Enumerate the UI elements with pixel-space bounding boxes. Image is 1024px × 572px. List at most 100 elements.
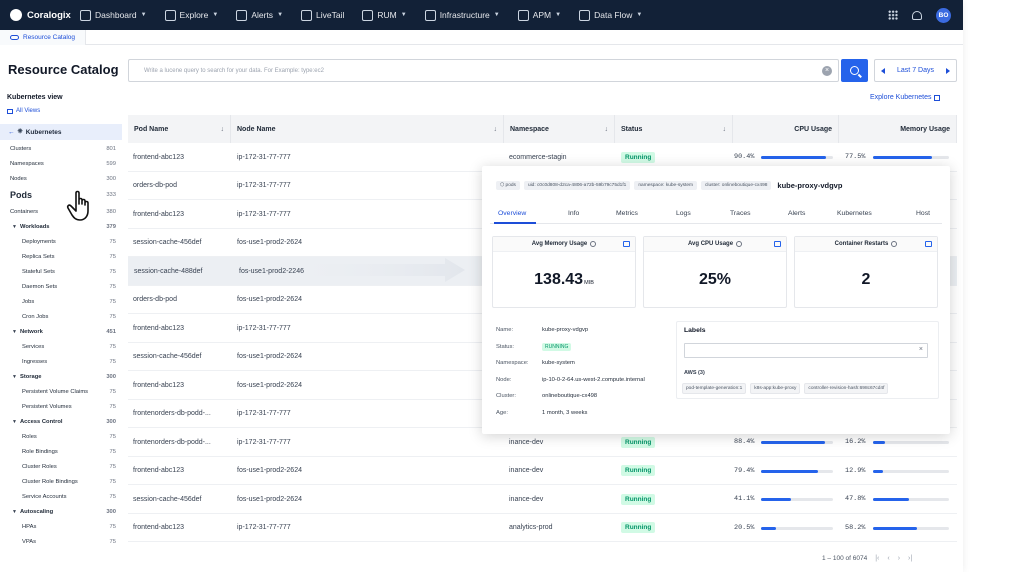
next-page-icon[interactable]: ›: [897, 555, 901, 562]
sidebar-item-deployments[interactable]: Deployments 75: [0, 234, 122, 249]
nav-item-dashboard[interactable]: Dashboard ▼: [80, 9, 147, 21]
sidebar-item-ingresses[interactable]: Ingresses 75: [0, 354, 122, 369]
expand-card-icon[interactable]: [623, 241, 630, 247]
sidebar-item-containers[interactable]: Containers 380: [0, 204, 122, 219]
sidebar-item-services[interactable]: Services 75: [0, 339, 122, 354]
nav-item-data-flow[interactable]: Data Flow ▼: [579, 9, 642, 21]
label-tag[interactable]: k8s-app:kube-proxy: [750, 383, 801, 394]
sidebar-item-daemon-sets[interactable]: Daemon Sets 75: [0, 279, 122, 294]
last-page-icon[interactable]: ›|: [908, 555, 913, 562]
sidebar-item-nodes[interactable]: Nodes 300: [0, 171, 122, 186]
pod-name-cell[interactable]: session-cache-456def: [133, 353, 202, 360]
chevron-down-icon[interactable]: ▼: [12, 328, 17, 335]
pod-name-cell[interactable]: session-cache-456def: [133, 239, 202, 246]
chevron-down-icon[interactable]: ▼: [12, 418, 17, 425]
first-page-icon[interactable]: |‹: [875, 555, 880, 562]
pod-name-cell[interactable]: frontend-abc123: [133, 153, 184, 161]
back-arrow-icon[interactable]: ←: [8, 128, 15, 136]
sort-arrow-icon[interactable]: ↓: [220, 125, 225, 133]
pod-name-cell[interactable]: frontenorders-db-podd-...: [133, 438, 211, 446]
column-header-namespace[interactable]: Namespace ↓: [504, 115, 615, 143]
expand-card-icon[interactable]: [774, 241, 781, 247]
nav-item-livetail[interactable]: LiveTail: [301, 9, 344, 21]
chevron-down-icon[interactable]: ▼: [12, 373, 17, 380]
clear-search-icon[interactable]: ×: [822, 66, 832, 76]
search-button[interactable]: [841, 59, 868, 82]
search-input[interactable]: Write a lucene query to search for your …: [128, 59, 839, 82]
table-row[interactable]: frontend-abc123 fos-use1-prod2-2624 inance…: [128, 457, 957, 485]
pod-name-cell[interactable]: orders-db-pod: [133, 296, 177, 303]
pod-name-cell[interactable]: frontenorders-db-podd-...: [133, 410, 211, 417]
detail-tab-logs[interactable]: Logs: [676, 210, 691, 217]
sidebar-item-cron-jobs[interactable]: Cron Jobs 75: [0, 309, 122, 324]
tab-resource-catalog[interactable]: Resource Catalog: [0, 30, 86, 45]
prev-page-icon[interactable]: ‹: [887, 555, 890, 562]
sidebar-item-clusters[interactable]: Clusters 801: [0, 141, 122, 156]
detail-tab-metrics[interactable]: Metrics: [616, 210, 638, 217]
sidebar-item-pods[interactable]: Pods 333: [0, 186, 122, 204]
chevron-down-icon[interactable]: ▼: [12, 508, 17, 515]
support-icon[interactable]: [912, 10, 922, 20]
pod-name-cell[interactable]: session-cache-456def: [133, 495, 202, 503]
sidebar-item-namespaces[interactable]: Namespaces 599: [0, 156, 122, 171]
sidebar-item-service-accounts[interactable]: Service Accounts 75: [0, 489, 122, 504]
sidebar-item-stateful-sets[interactable]: Stateful Sets 75: [0, 264, 122, 279]
prev-range-icon[interactable]: [881, 67, 885, 74]
pod-name-cell[interactable]: session-cache-488def: [134, 267, 203, 275]
pod-name-cell[interactable]: frontend-abc123: [133, 467, 184, 474]
clear-labels-icon[interactable]: ×: [918, 346, 923, 353]
pod-name-cell[interactable]: frontend-abc123: [133, 381, 184, 389]
sidebar-item-vpas[interactable]: VPAs 75: [0, 534, 122, 549]
sidebar-item-autoscaling[interactable]: ▼ Autoscaling 300: [0, 504, 122, 519]
detail-tab-overview[interactable]: Overview: [498, 210, 527, 217]
apps-grid-icon[interactable]: [888, 10, 898, 20]
column-header-pod-name[interactable]: Pod Name ↓: [128, 115, 231, 143]
sidebar-item-persistent-volume-claims[interactable]: Persistent Volume Claims 75: [0, 384, 122, 399]
brand-logo[interactable]: Coralogix: [0, 9, 80, 21]
sidebar-item-persistent-volumes[interactable]: Persistent Volumes 75: [0, 399, 122, 414]
sort-arrow-icon[interactable]: ↓: [722, 125, 727, 133]
next-range-icon[interactable]: [946, 67, 950, 74]
nav-item-explore[interactable]: Explore ▼: [164, 9, 218, 21]
info-icon[interactable]: [736, 241, 743, 247]
nav-item-infrastructure[interactable]: Infrastructure ▼: [424, 9, 500, 21]
detail-tab-alerts[interactable]: Alerts: [788, 210, 806, 217]
table-row[interactable]: frontenorders-db-podd-... ip-172-31-77-77…: [128, 428, 957, 457]
sidebar-item-hpas[interactable]: HPAs 75: [0, 519, 122, 534]
sidebar-item-cluster-role-bindings[interactable]: Cluster Role Bindings 75: [0, 474, 122, 489]
sidebar-item-jobs[interactable]: Jobs 75: [0, 294, 122, 309]
detail-tab-info[interactable]: Info: [568, 210, 580, 217]
detail-tab-kubernetes[interactable]: Kubernetes: [837, 210, 872, 217]
sidebar-item-roles[interactable]: Roles 75: [0, 429, 122, 444]
detail-tab-traces[interactable]: Traces: [730, 210, 751, 217]
sidebar-item-network[interactable]: ▼ Network 451: [0, 324, 122, 339]
user-avatar[interactable]: BO: [936, 7, 951, 23]
pod-name-cell[interactable]: orders-db-pod: [133, 182, 177, 189]
nav-item-alerts[interactable]: Alerts ▼: [236, 9, 283, 21]
pod-name-cell[interactable]: frontend-abc123: [133, 524, 184, 531]
sort-arrow-icon[interactable]: ↓: [493, 125, 498, 133]
label-tag[interactable]: pod-template-generation:1: [682, 383, 747, 394]
table-row[interactable]: session-cache-456def fos-use1-prod2-2624 i…: [128, 485, 957, 514]
nav-item-apm[interactable]: APM ▼: [517, 9, 561, 21]
expand-card-icon[interactable]: [925, 241, 932, 247]
sidebar-item-access-control[interactable]: ▼ Access Control 300: [0, 414, 122, 429]
sidebar-item-replica-sets[interactable]: Replica Sets 75: [0, 249, 122, 264]
sidebar-root-kubernetes[interactable]: ← ⎈ Kubernetes: [0, 124, 122, 140]
nav-item-rum[interactable]: RUM ▼: [362, 9, 407, 21]
label-tag[interactable]: controller-revision-hash:698c67cd4f: [804, 383, 889, 394]
sidebar-item-storage[interactable]: ▼ Storage 300: [0, 369, 122, 384]
pod-name-cell[interactable]: frontend-abc123: [133, 210, 184, 218]
info-icon[interactable]: [590, 241, 597, 247]
column-header-status[interactable]: Status ↓: [615, 115, 733, 143]
sidebar-item-workloads[interactable]: ▼ Workloads 379: [0, 219, 122, 234]
sidebar-item-cluster-roles[interactable]: Cluster Roles 75: [0, 459, 122, 474]
all-views-link[interactable]: All Views: [7, 108, 40, 114]
detail-tab-host[interactable]: Host: [916, 210, 930, 217]
column-header-cpu-usage[interactable]: CPU Usage: [733, 115, 839, 143]
table-row[interactable]: frontend-abc123 ip-172-31-77-777 analytics…: [128, 514, 957, 542]
pod-name-cell[interactable]: frontend-abc123: [133, 324, 184, 332]
column-header-memory-usage[interactable]: Memory Usage: [839, 115, 957, 143]
info-icon[interactable]: [891, 241, 898, 247]
chevron-down-icon[interactable]: ▼: [12, 223, 17, 230]
